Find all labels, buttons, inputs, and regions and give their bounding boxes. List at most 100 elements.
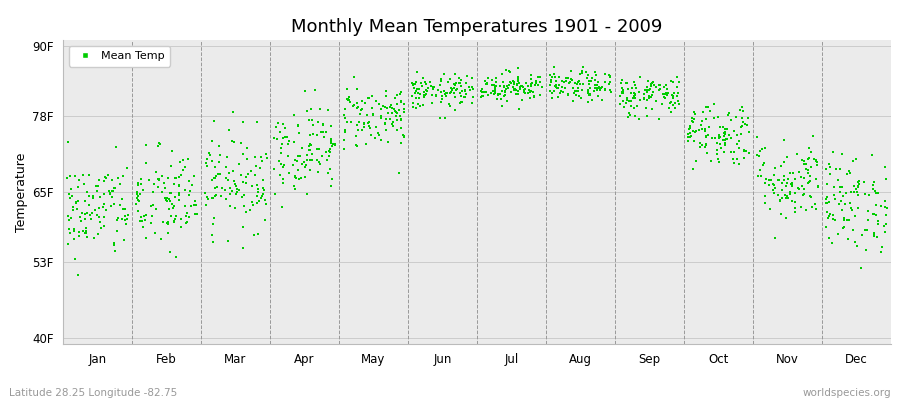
Point [546,70,561,77]
Point [770,192,785,198]
Point [500,83,514,90]
Point [779,193,794,199]
Point [624,98,638,104]
Point [819,194,833,200]
Point [520,90,535,96]
Point [131,180,146,186]
Point [846,158,860,164]
Point [351,104,365,110]
Point [83,212,97,218]
Point [458,80,473,86]
Point [137,213,151,220]
Point [481,75,495,82]
Point [236,179,250,186]
Point [270,120,284,126]
Point [695,126,709,132]
Point [860,217,875,224]
Point [659,82,673,88]
Point [718,131,733,137]
Point [415,83,429,89]
Point [277,134,292,140]
Point [544,95,559,102]
Point [458,86,473,93]
Point [719,126,733,132]
Point [740,122,754,128]
Point [810,159,824,165]
Point [78,225,93,231]
Point [595,84,609,90]
Point [392,170,407,176]
Point [63,195,77,201]
Point [446,85,461,92]
Point [851,184,866,190]
Point [843,205,858,212]
Point [374,115,388,121]
Point [640,84,654,90]
Point [772,196,787,203]
Point [236,151,250,158]
Point [454,76,468,83]
Point [248,163,263,169]
Point [90,187,104,194]
Point [572,93,586,99]
Point [582,91,597,98]
Point [228,205,242,212]
Point [374,113,388,119]
Point [524,76,538,82]
Point [453,90,467,96]
Point [616,90,630,96]
Point [652,86,667,92]
Point [390,100,404,107]
Point [627,94,642,101]
Point [822,235,836,242]
Point [390,112,404,119]
Point [232,187,247,194]
Point [76,228,91,234]
Point [164,213,178,219]
Point [652,82,666,88]
Point [627,93,642,100]
Point [644,83,658,90]
Point [498,92,512,98]
Point [104,194,119,200]
Point [360,112,374,118]
Point [96,214,111,220]
Point [338,128,352,135]
Point [639,87,653,93]
Point [59,174,74,181]
Point [130,208,145,214]
Point [449,86,464,93]
Point [797,186,812,192]
Point [456,94,471,100]
Point [712,159,726,165]
Point [526,93,541,100]
Point [665,102,680,109]
Point [491,96,505,102]
Point [710,114,724,120]
Point [728,114,742,120]
Point [379,88,393,94]
Point [349,133,364,139]
Point [529,80,544,86]
Point [836,193,850,199]
Point [96,190,111,197]
Point [503,80,517,86]
Point [183,188,197,194]
Point [707,134,722,141]
Point [738,121,752,128]
Point [825,149,840,155]
Point [230,186,244,192]
Point [497,83,511,90]
Point [566,98,580,104]
Point [796,191,811,197]
Point [406,82,420,88]
Point [388,108,402,114]
Point [155,172,169,179]
Point [574,94,589,101]
Point [591,93,606,99]
Point [224,137,238,144]
Point [231,186,246,193]
Point [378,104,392,110]
Point [701,104,716,110]
Point [84,216,98,222]
